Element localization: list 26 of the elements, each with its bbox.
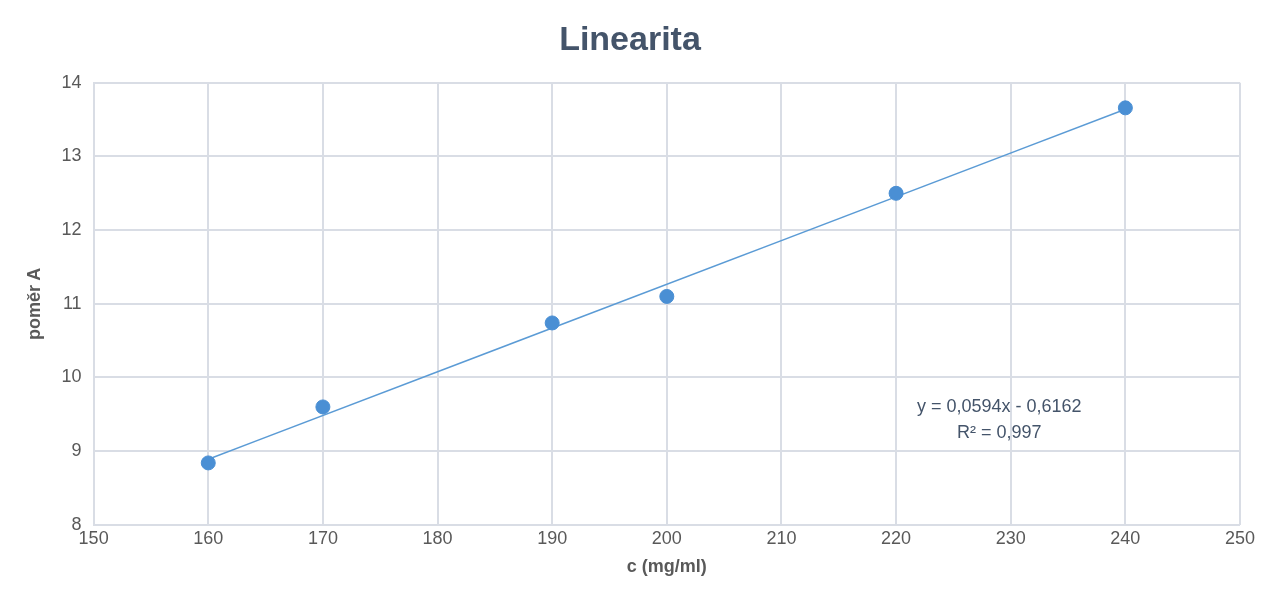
- y-tick-label: 9: [71, 440, 82, 461]
- x-tick-label: 200: [651, 527, 682, 548]
- x-tick-label: 210: [766, 527, 797, 548]
- x-tick-label: 230: [995, 527, 1026, 548]
- point: [200, 455, 216, 471]
- point: [1117, 100, 1133, 116]
- annotation: y = 0,0594x - 0,6162 R² = 0,997: [916, 396, 1082, 443]
- chart-title: Linearita: [559, 18, 702, 57]
- point: [659, 288, 675, 304]
- y-tick-label: 10: [61, 366, 82, 387]
- x-tick-label: 180: [422, 527, 453, 548]
- x-tick-label: 220: [881, 527, 912, 548]
- x-tick-label: 170: [307, 527, 338, 548]
- y-tick-label: 12: [61, 219, 82, 240]
- x-tick-label: 190: [537, 527, 568, 548]
- point: [544, 315, 560, 331]
- y-tick-label: 13: [61, 145, 82, 166]
- x-tick-label: 240: [1110, 527, 1141, 548]
- y-tick-label: 11: [62, 292, 82, 313]
- y-axis-title: poměr A: [23, 267, 44, 340]
- x-tick-label: 160: [193, 527, 224, 548]
- point: [888, 185, 904, 201]
- point: [315, 399, 331, 415]
- y-tick-label: 14: [61, 71, 82, 92]
- x-axis-title: c (mg/ml): [626, 556, 707, 577]
- x-tick-label: 250: [1224, 527, 1256, 548]
